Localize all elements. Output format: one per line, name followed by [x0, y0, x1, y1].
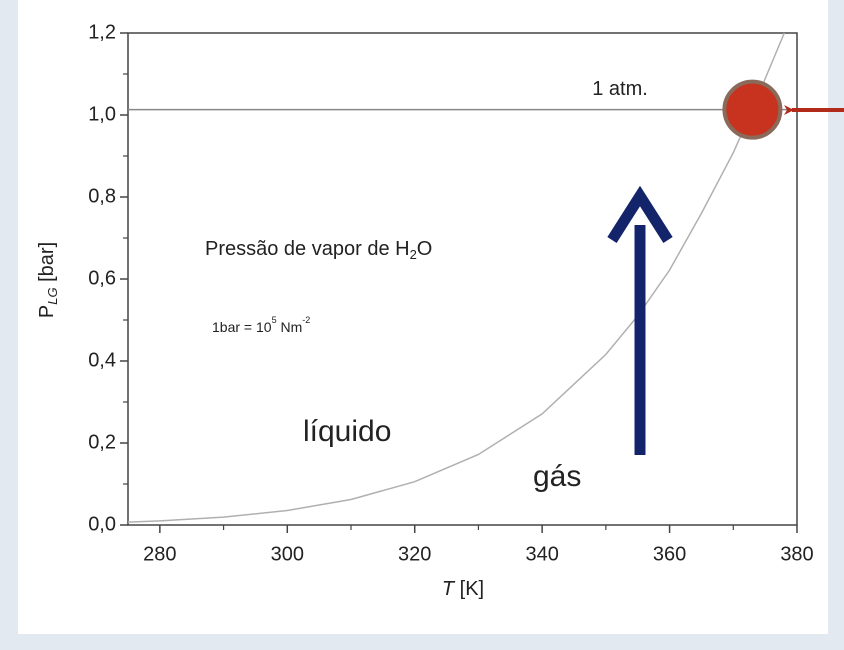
annotation-unit: 1bar = 105 Nm-2 — [212, 315, 310, 334]
ylabel-part: [bar] — [36, 242, 58, 288]
unit-sup: -2 — [302, 315, 310, 325]
blue-arrow — [607, 185, 673, 455]
xlabel-part: [K] — [454, 578, 484, 600]
y-tick-label: 0,2 — [88, 431, 116, 453]
ylabel-sub: LG — [45, 287, 60, 304]
y-axis-label: PLG [bar] — [36, 242, 60, 318]
x-tick-label: 380 — [780, 543, 813, 565]
unit-part: Nm — [277, 319, 303, 335]
title-sub: 2 — [410, 247, 417, 262]
x-tick-label: 280 — [143, 543, 176, 565]
title-part: O — [417, 238, 433, 260]
x-axis-label: T [K] — [442, 578, 484, 600]
x-tick-label: 320 — [398, 543, 431, 565]
arrow-head — [607, 185, 673, 243]
x-tick-label: 300 — [271, 543, 304, 565]
annotation-gas: gás — [533, 460, 581, 493]
unit-sup: 5 — [272, 315, 277, 325]
y-tick-label: 0,8 — [88, 185, 116, 207]
xlabel-part: T — [442, 578, 456, 600]
x-tick-label: 360 — [653, 543, 686, 565]
y-tick-label: 0,0 — [88, 513, 116, 535]
x-tick-label: 340 — [525, 543, 558, 565]
panel — [18, 0, 828, 634]
y-tick-label: 1,2 — [88, 21, 116, 43]
y-tick-label: 0,6 — [88, 267, 116, 289]
y-tick-label: 0,4 — [88, 349, 116, 371]
y-tick-label: 1,0 — [88, 103, 116, 125]
unit-part: 1bar = 10 — [212, 319, 272, 335]
highlight-point — [722, 79, 783, 140]
reference-label: 1 atm. — [592, 78, 648, 100]
title-part: Pressão de vapor de H — [205, 238, 410, 260]
annotation-liquid: líquido — [303, 415, 391, 448]
ylabel-part: P — [36, 305, 58, 318]
annotation-title: Pressão de vapor de H2O — [205, 238, 432, 262]
